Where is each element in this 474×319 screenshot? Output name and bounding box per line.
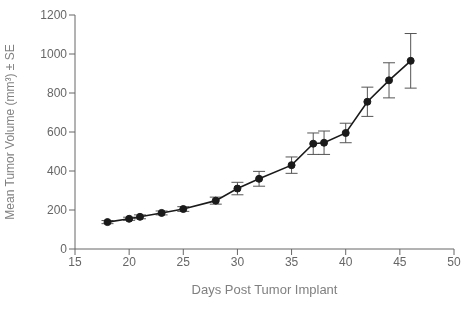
svg-text:800: 800	[47, 86, 67, 100]
svg-text:1200: 1200	[40, 8, 67, 22]
svg-text:35: 35	[285, 255, 299, 269]
svg-text:40: 40	[339, 255, 353, 269]
svg-text:30: 30	[231, 255, 245, 269]
svg-text:0: 0	[60, 242, 67, 256]
svg-text:200: 200	[47, 203, 67, 217]
svg-text:400: 400	[47, 164, 67, 178]
svg-text:Mean Tumor Volume (mm³) ± SE: Mean Tumor Volume (mm³) ± SE	[8, 44, 17, 219]
svg-text:600: 600	[47, 125, 67, 139]
svg-text:15: 15	[68, 255, 82, 269]
svg-text:45: 45	[393, 255, 407, 269]
svg-text:20: 20	[122, 255, 136, 269]
svg-text:Days Post Tumor Implant: Days Post Tumor Implant	[192, 282, 338, 297]
svg-text:1000: 1000	[40, 47, 67, 61]
svg-text:25: 25	[177, 255, 191, 269]
svg-text:50: 50	[447, 255, 461, 269]
